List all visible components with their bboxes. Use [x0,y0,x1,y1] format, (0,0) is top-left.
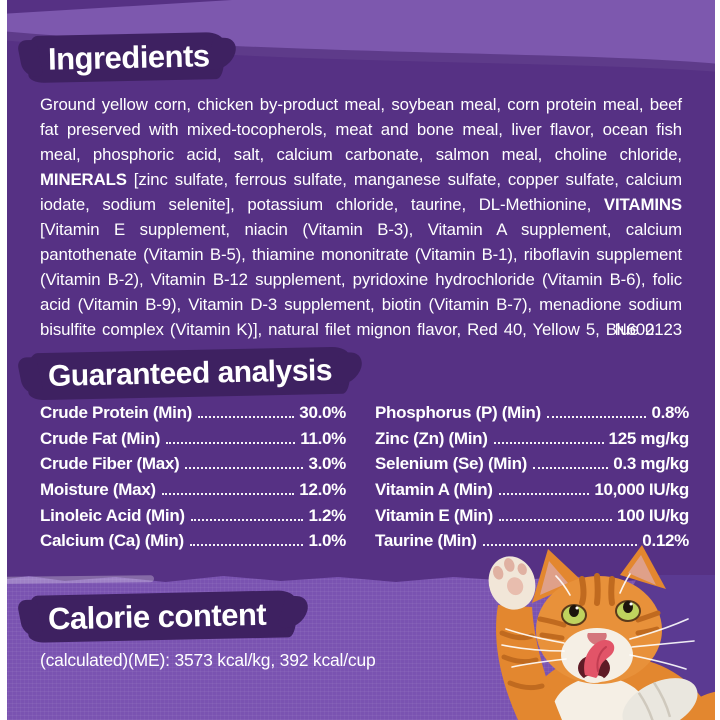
analysis-value: 30.0% [299,403,346,422]
dot-leader [493,441,604,444]
package-edge-left [0,0,7,720]
ingredients-segment: Ground yellow corn, chicken by-product m… [40,95,682,164]
cat-photo [488,545,720,720]
analysis-row: Zinc (Zn) (Min) 125 mg/kg [375,429,689,455]
analysis-value: 12.0% [299,480,346,500]
analysis-label: Zinc (Zn) (Min) [375,428,488,448]
analysis-row: Crude Fat (Min) 11.0% [40,429,346,455]
dot-leader [498,518,613,521]
calorie-content-text: (calculated)(ME): 3573 kcal/kg, 392 kcal… [40,650,376,670]
analysis-value: 0.12% [642,531,689,551]
guaranteed-analysis-left-column: Crude Protein (Min) 30.0% Crude Fat (Min)… [40,403,346,557]
analysis-row: Taurine (Min) 0.12% [375,531,689,557]
ingredients-header-brush: Ingredients [27,31,225,84]
analysis-row: Crude Protein (Min) 30.0% [40,403,346,429]
analysis-row: Moisture (Max) 12.0% [40,480,346,506]
ingredients-segment: [zinc sulfate, ferrous sulfate, manganes… [40,170,682,214]
analysis-value: 1.2% [308,505,346,525]
ingredients-paragraph: Ground yellow corn, chicken by-product m… [40,92,682,342]
dot-leader [198,416,295,418]
analysis-label: Taurine (Min) [375,531,477,551]
package-edge-right [715,0,720,720]
analysis-value: 3.0% [308,454,346,474]
analysis-label: Crude Protein (Min) [40,403,193,422]
guaranteed-analysis-heading: Guaranteed analysis [47,353,333,393]
analysis-label: Crude Fat (Min) [40,428,161,448]
analysis-value: 100 IU/kg [617,505,689,525]
dot-leader [189,544,304,547]
ingredients-heading: Ingredients [47,37,210,77]
calorie-content-header-brush: Calorie content [27,590,297,643]
guaranteed-analysis-right-column: Phosphorus (P) (Min) 0.8% Zinc (Zn) (Min)… [375,403,689,557]
ingredients-segment: [Vitamin E supplement, niacin (Vitamin B… [40,220,682,339]
analysis-value: 0.8% [651,403,689,422]
guaranteed-analysis-header-brush: Guaranteed analysis [27,346,351,401]
dot-leader [533,467,609,470]
analysis-row: Vitamin A (Min) 10,000 IU/kg [375,480,689,506]
analysis-value: 0.3 mg/kg [613,454,689,474]
dot-leader [482,544,638,547]
analysis-row: Phosphorus (P) (Min) 0.8% [375,403,689,429]
dot-leader [190,518,304,521]
dot-leader [166,441,296,444]
analysis-value: 125 mg/kg [608,428,690,448]
analysis-label: Calcium (Ca) (Min) [40,531,184,551]
analysis-label: Linoleic Acid (Min) [40,505,185,525]
analysis-label: Phosphorus (P) (Min) [375,403,541,422]
analysis-label: Selenium (Se) (Min) [375,454,528,474]
analysis-label: Vitamin E (Min) [375,505,493,525]
analysis-value: 11.0% [300,428,346,448]
analysis-value: 10,000 IU/kg [594,480,689,500]
calorie-content-heading: Calorie content [47,596,267,636]
ingredients-segment-vitamins: VITAMINS [603,195,682,214]
analysis-row: Calcium (Ca) (Min) 1.0% [40,531,346,557]
analysis-row: Selenium (Se) (Min) 0.3 mg/kg [375,454,689,480]
analysis-label: Vitamin A (Min) [375,480,493,500]
top-hill-graphic [0,0,720,72]
analysis-value: 1.0% [308,531,346,551]
dot-leader [185,467,304,470]
analysis-row: Crude Fiber (Max) 3.0% [40,454,346,480]
analysis-label: Crude Fiber (Max) [40,454,180,474]
dot-leader [546,416,647,418]
analysis-row: Linoleic Acid (Min) 1.2% [40,506,346,532]
product-code: N600123 [614,320,683,339]
ingredients-segment-minerals: MINERALS [40,170,127,189]
dot-leader [498,493,590,496]
analysis-label: Moisture (Max) [40,480,156,500]
analysis-row: Vitamin E (Min) 100 IU/kg [375,506,689,532]
dot-leader [161,493,295,496]
